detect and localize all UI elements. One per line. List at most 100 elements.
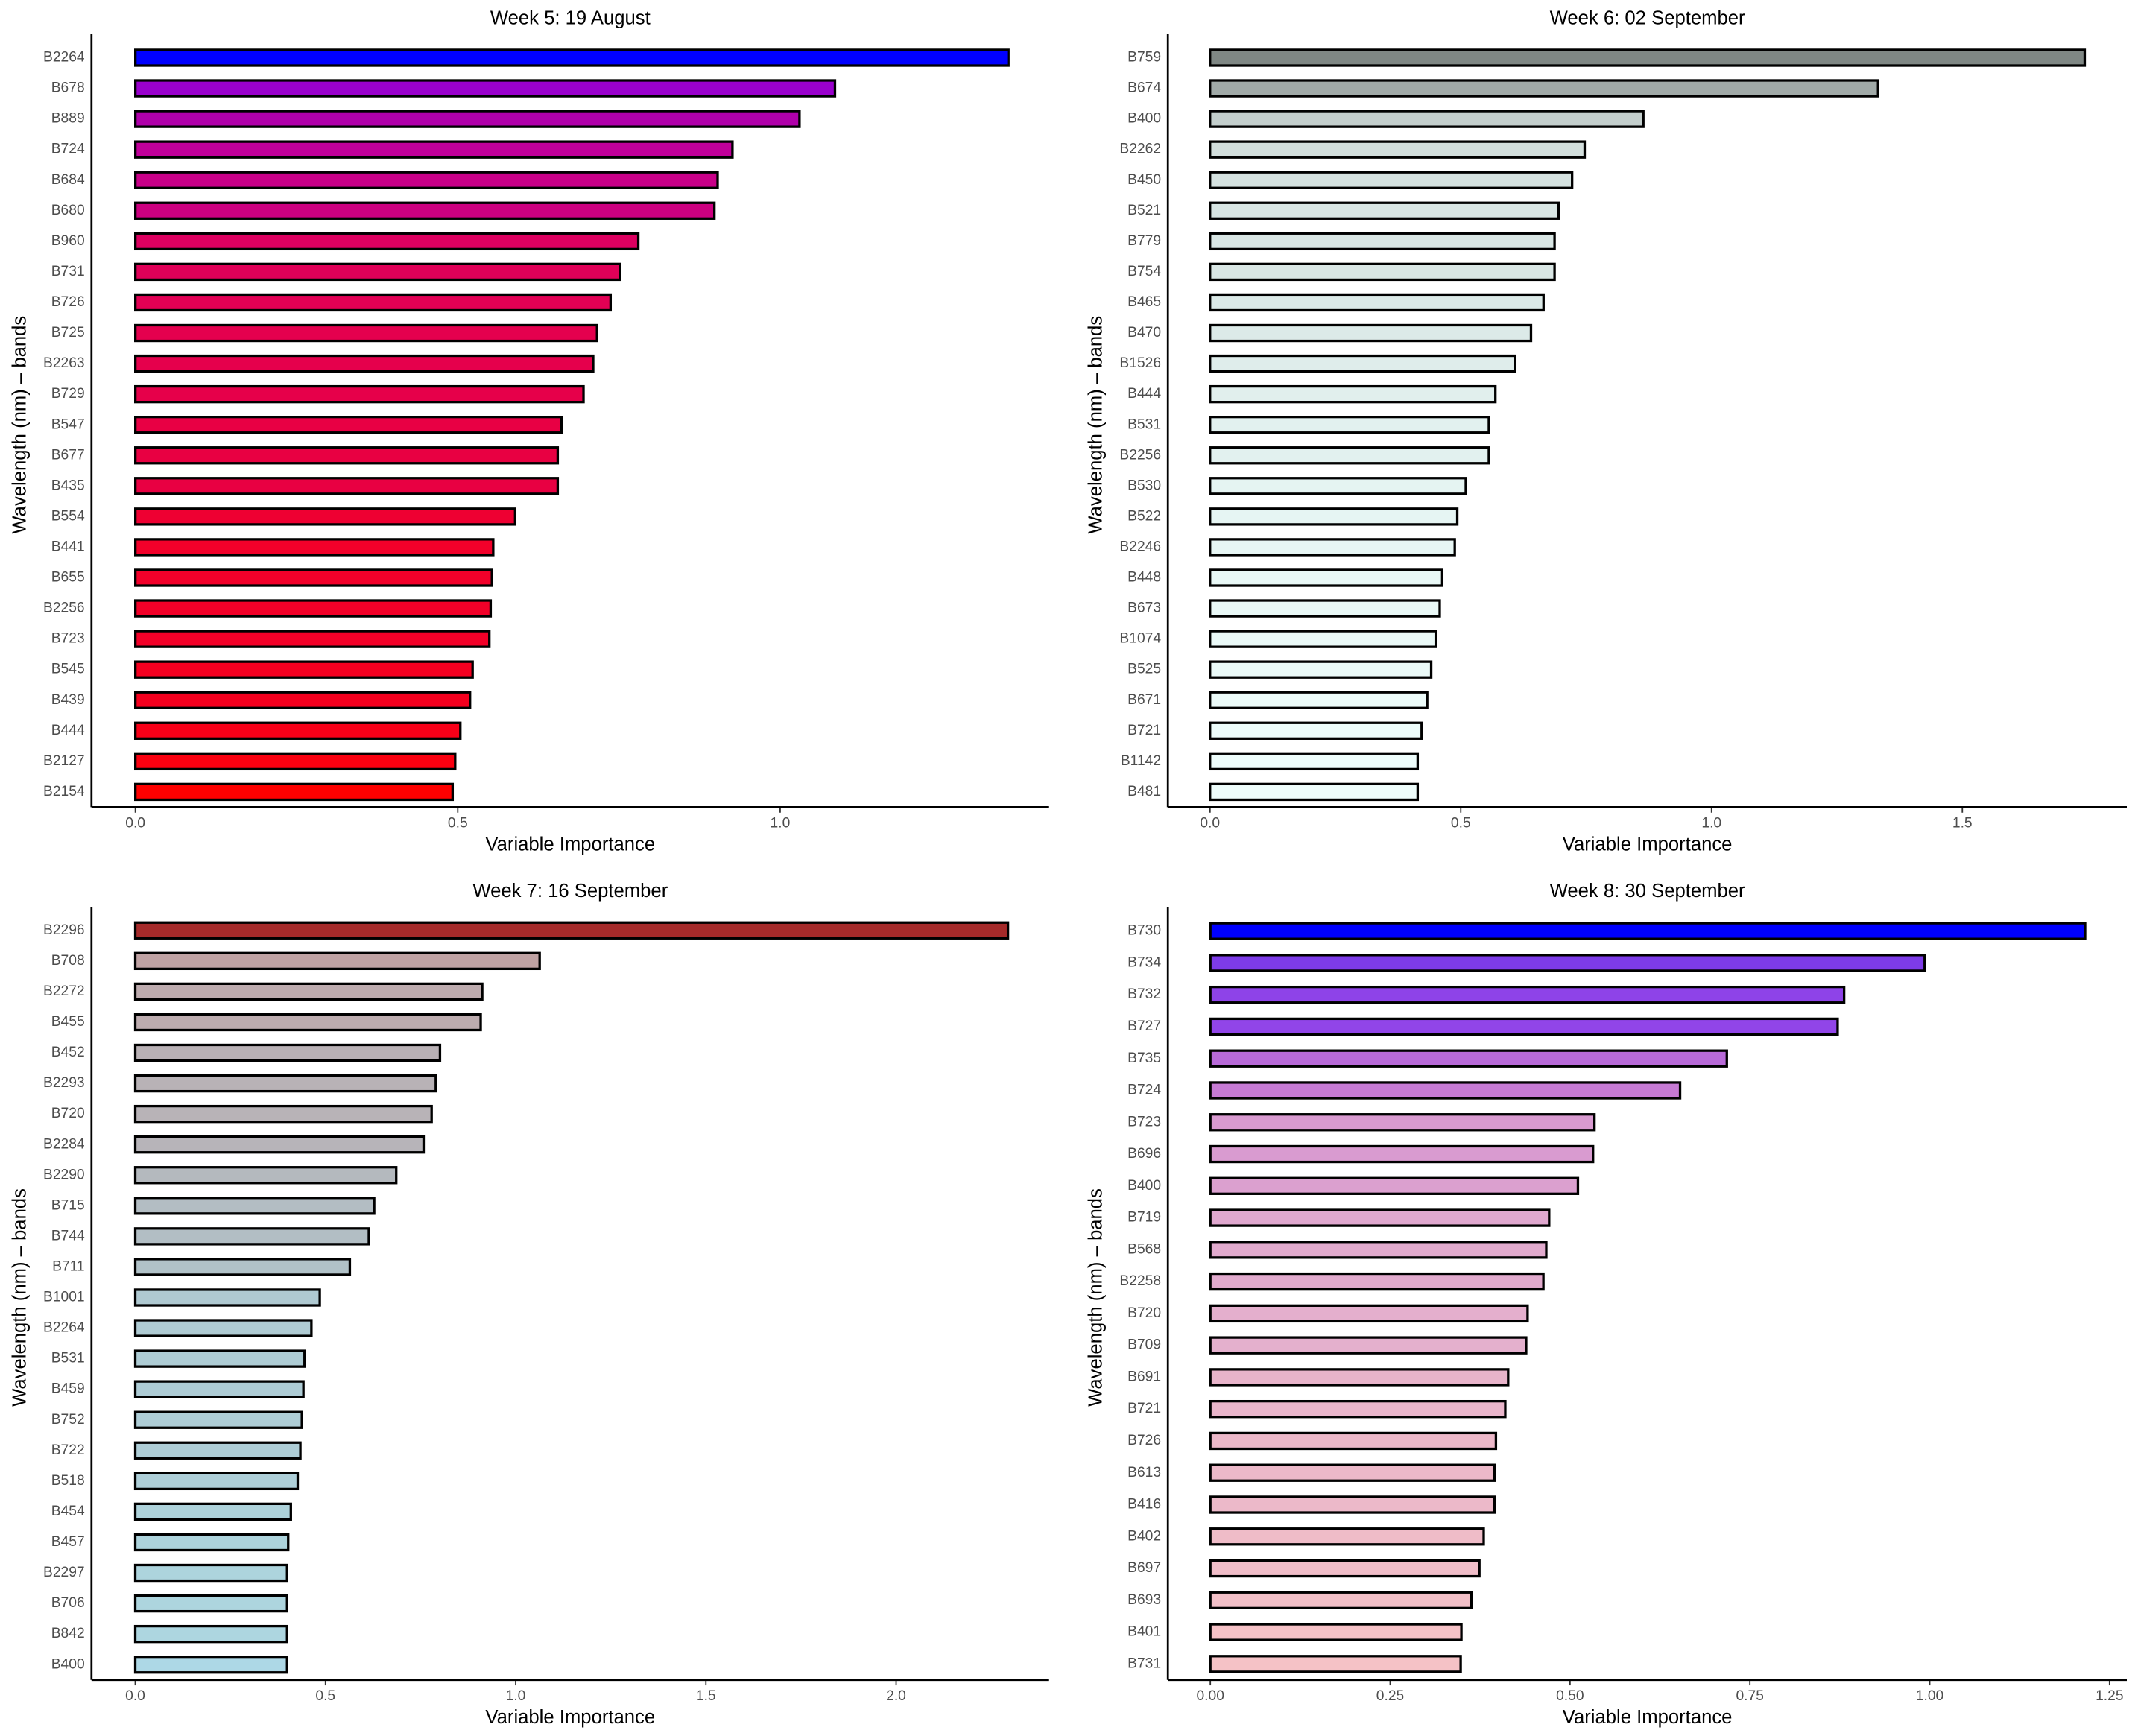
y-tick-label: B2258: [1119, 1273, 1161, 1289]
x-tick-label: 0.50: [1556, 1688, 1584, 1704]
y-tick-label: B725: [51, 325, 85, 340]
bar: [1209, 1081, 1682, 1100]
y-tick-label: B727: [1127, 1019, 1161, 1034]
bar: [134, 599, 493, 618]
bar: [133, 921, 1010, 940]
bar: [1209, 232, 1556, 251]
bar: [133, 1013, 482, 1032]
y-tick-label: B454: [51, 1504, 85, 1519]
bar: [134, 79, 837, 98]
y-tick-label: B732: [1127, 986, 1161, 1002]
bar: [134, 293, 613, 312]
y-tick-label: B530: [1127, 478, 1161, 493]
y-tick-label: B521: [1127, 203, 1161, 218]
bar: [134, 171, 719, 189]
y-tick-label: B2262: [1119, 142, 1161, 157]
x-tick-label: 0.0: [125, 816, 145, 831]
bar: [1209, 1272, 1545, 1291]
y-tick-label: B554: [51, 508, 85, 524]
bar: [134, 354, 595, 373]
y-tick-label: B439: [51, 692, 85, 708]
y-tick-label: B400: [1127, 111, 1161, 127]
y-tick-label: B720: [51, 1106, 85, 1121]
y-axis-label: Wavelength (nm) – bands: [9, 1188, 30, 1407]
bar: [1209, 691, 1429, 709]
y-tick-label: B674: [1127, 80, 1161, 96]
y-tick-label: B613: [1127, 1465, 1161, 1480]
x-tick-label: 0.5: [448, 816, 468, 831]
bar: [1209, 384, 1497, 404]
bar: [133, 1349, 306, 1368]
y-tick-label: B444: [1127, 386, 1161, 402]
bar: [1209, 1017, 1839, 1036]
bar: [133, 1135, 426, 1154]
y-tick-label: B779: [1127, 233, 1161, 249]
bar: [1209, 48, 2087, 67]
bar: [134, 232, 640, 251]
x-tick-label: 1.25: [2096, 1688, 2123, 1704]
bar: [134, 660, 474, 679]
x-tick-label: 0.5: [1451, 816, 1471, 831]
bar: [134, 140, 734, 159]
bar: [133, 1197, 376, 1215]
y-tick-label: B724: [1127, 1083, 1161, 1098]
bar: [1209, 201, 1560, 220]
bar: [133, 1104, 433, 1124]
y-axis-label: Wavelength (nm) – bands: [1086, 316, 1107, 534]
bar: [1209, 323, 1533, 343]
x-tick-label: 1.0: [506, 1688, 526, 1704]
bar: [133, 1288, 321, 1307]
bar: [134, 110, 801, 128]
bar: [134, 691, 472, 709]
bar: [133, 1380, 305, 1398]
y-tick-label: B715: [51, 1197, 85, 1213]
bar: [1209, 782, 1420, 802]
y-tick-label: B677: [51, 447, 85, 463]
bar: [133, 1594, 288, 1613]
y-tick-label: B729: [51, 386, 85, 402]
y-tick-label: B678: [51, 80, 85, 96]
y-tick-label: B2297: [43, 1565, 85, 1580]
y-tick-label: B719: [1127, 1210, 1161, 1226]
y-tick-label: B726: [51, 294, 85, 310]
bar: [1209, 721, 1423, 740]
y-tick-label: B671: [1127, 692, 1161, 708]
y-tick-label: B684: [51, 172, 85, 188]
y-tick-label: B711: [52, 1259, 85, 1275]
bar: [1209, 1431, 1498, 1451]
bar: [1209, 354, 1516, 373]
bar: [1209, 752, 1420, 771]
panel-title: Week 6: 02 September: [1550, 8, 1745, 29]
y-tick-label: B400: [51, 1656, 85, 1672]
bar: [133, 1043, 442, 1062]
y-tick-label: B744: [51, 1228, 85, 1244]
y-tick-label: B696: [1127, 1146, 1161, 1162]
bar: [134, 384, 585, 404]
y-tick-label: B402: [1127, 1528, 1161, 1544]
bar: [134, 538, 495, 557]
x-tick-label: 1.5: [696, 1688, 716, 1704]
bar: [1209, 568, 1444, 587]
bar: [1209, 1495, 1496, 1514]
bar: [1209, 79, 1879, 98]
y-tick-label: B752: [51, 1412, 85, 1428]
y-tick-label: B1142: [1121, 753, 1161, 769]
x-tick-label: 1.5: [1952, 816, 1973, 831]
panel-title: Week 5: 19 August: [490, 8, 651, 29]
bar: [1209, 446, 1490, 465]
y-axis-label: Wavelength (nm) – bands: [1086, 1188, 1107, 1407]
y-tick-label: B731: [51, 264, 85, 279]
bar: [134, 323, 598, 343]
bar: [1209, 599, 1441, 618]
y-tick-label: B726: [1127, 1433, 1161, 1448]
bar: [133, 1441, 302, 1460]
x-axis-label: Variable Importance: [1563, 1707, 1733, 1728]
y-tick-label: B547: [51, 416, 85, 432]
bar: [134, 262, 621, 282]
y-tick-label: B842: [51, 1626, 85, 1641]
x-tick-label: 0.5: [315, 1688, 335, 1704]
x-tick-label: 0.75: [1736, 1688, 1763, 1704]
y-tick-label: B441: [51, 539, 85, 555]
